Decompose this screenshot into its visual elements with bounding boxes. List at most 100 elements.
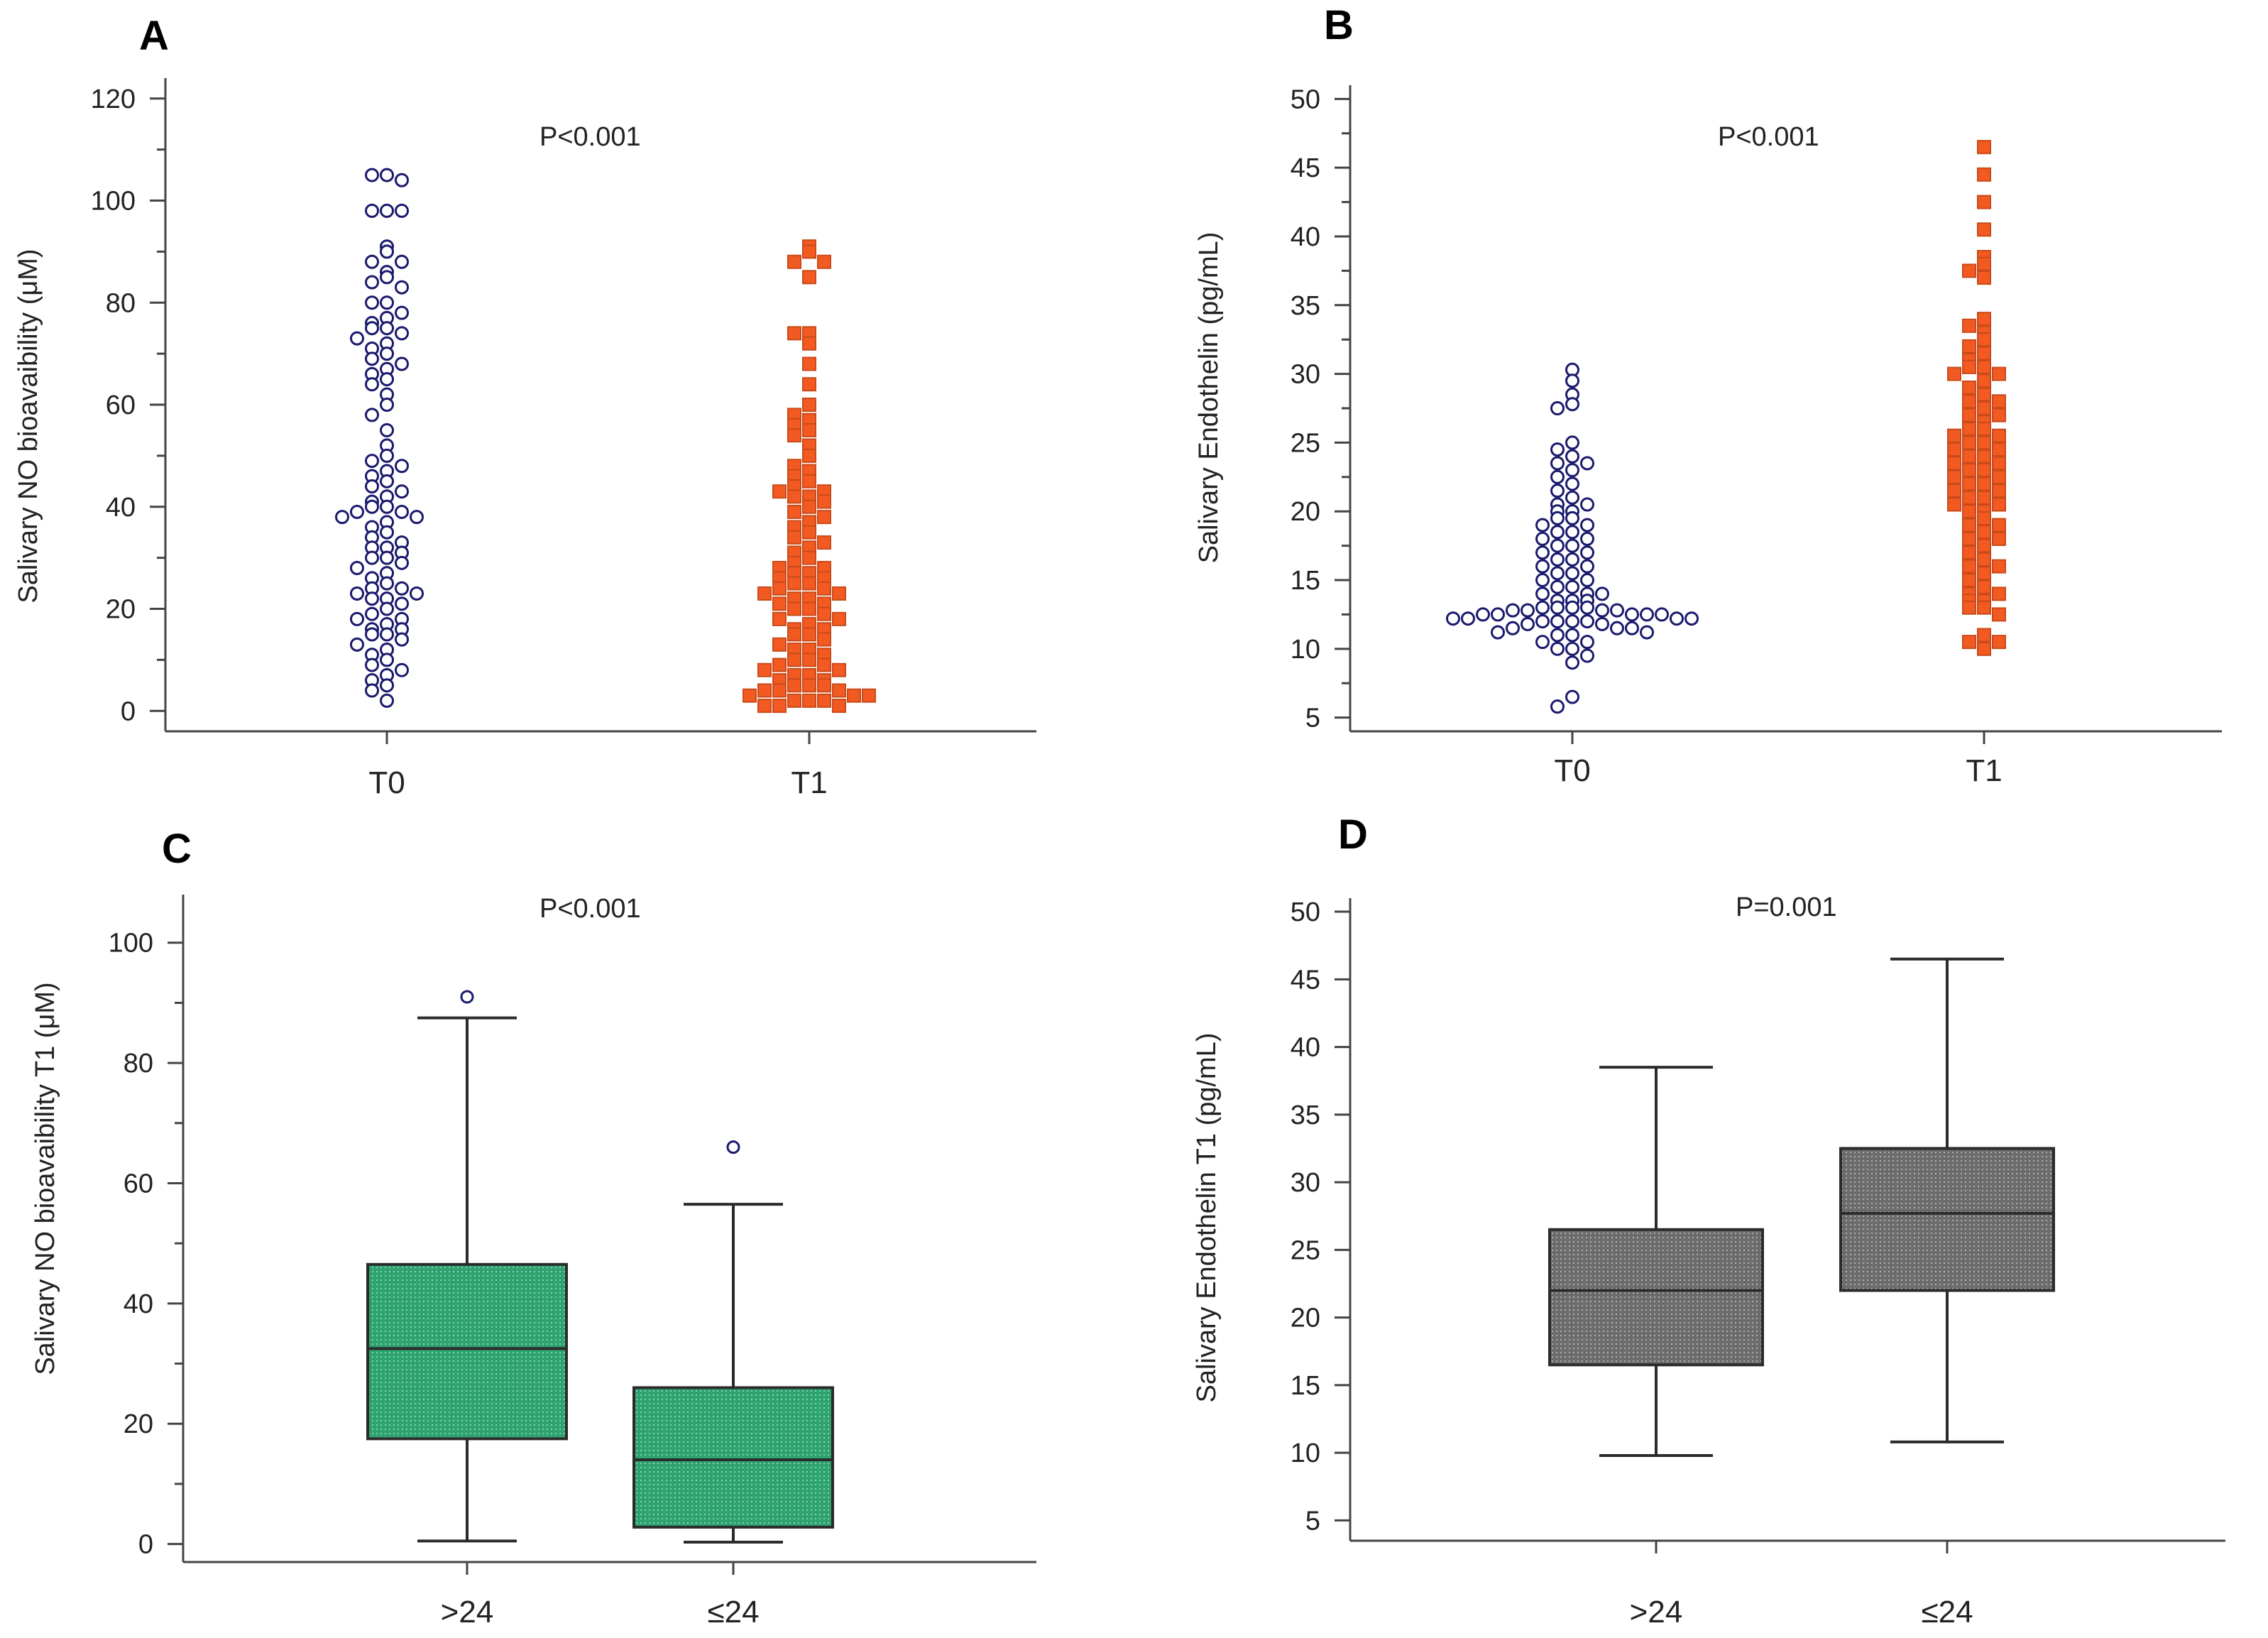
point-B-T1	[1992, 531, 2006, 546]
point-A-T1	[772, 699, 787, 714]
panel-label-d: D	[1338, 812, 1368, 858]
x-tick-label-D: >24	[1630, 1595, 1683, 1629]
marks-a	[335, 168, 876, 714]
point-A-T0	[365, 479, 379, 493]
iqr-box	[366, 1262, 568, 1441]
point-A-T0	[365, 627, 379, 642]
point-B-T0	[1565, 525, 1579, 540]
point-B-T0	[1550, 469, 1565, 484]
point-A-T0	[380, 653, 394, 667]
point-B-T1	[1977, 401, 1991, 415]
point-B-T0	[1580, 545, 1594, 560]
point-A-T1	[817, 510, 831, 525]
point-B-T1	[1962, 559, 1976, 574]
x-tick-label-C: >24	[441, 1595, 494, 1629]
point-A-T0	[350, 637, 364, 652]
point-A-T0	[380, 203, 394, 218]
point-A-T0	[380, 601, 394, 616]
point-A-T0	[365, 203, 379, 218]
point-B-T0	[1550, 456, 1565, 471]
point-B-T0	[1550, 401, 1565, 415]
point-B-T0	[1625, 621, 1639, 635]
point-A-T1	[802, 525, 816, 540]
y-tick-label-D: 40	[1291, 1033, 1320, 1063]
point-B-T1	[1977, 167, 1991, 182]
point-B-T0	[1625, 607, 1639, 622]
point-B-T0	[1565, 435, 1579, 450]
point-A-T0	[365, 408, 379, 422]
point-B-T1	[1962, 359, 1976, 374]
panel-b: B P<0.001 Salivary Endothelin (pg/mL) 5 1…	[1194, 2, 2222, 788]
point-B-T1	[1977, 256, 1991, 271]
y-tick-label-B: 25	[1291, 428, 1320, 458]
point-A-T0	[365, 275, 379, 290]
panel-label-c: C	[162, 826, 192, 872]
point-B-T1	[1977, 359, 1991, 374]
point-B-T0	[1610, 603, 1624, 618]
iqr-box	[632, 1386, 834, 1529]
y-axis-title-c: Salivary NO bioavaibility T1 (μM)	[31, 982, 60, 1375]
point-B-T1	[1992, 497, 2006, 512]
point-A-T1	[802, 422, 816, 437]
point-A-T1	[787, 489, 801, 504]
point-B-T1	[1947, 442, 1961, 457]
point-B-T1	[1962, 504, 1976, 519]
axes-d: 5 10 15 20 25 30 35 40 45 50 >24 ≤24	[1291, 897, 2225, 1629]
point-A-T1	[757, 586, 772, 601]
point-B-T1	[1977, 628, 1991, 643]
point-A-T0	[380, 474, 394, 488]
point-A-T0	[350, 331, 364, 346]
point-B-T0	[1550, 699, 1565, 714]
y-tick-label-C: 100	[109, 929, 153, 959]
point-B-T1	[1962, 422, 1976, 437]
point-A-T0	[335, 510, 349, 525]
point-A-T1	[817, 678, 831, 693]
point-B-T0	[1535, 600, 1550, 615]
point-A-T1	[787, 693, 801, 708]
point-A-T1	[772, 581, 787, 596]
point-A-T1	[787, 678, 801, 693]
point-A-T1	[802, 693, 816, 708]
point-B-T1	[1947, 484, 1961, 498]
point-B-T0	[1550, 628, 1565, 643]
point-A-T0	[380, 448, 394, 463]
point-A-T1	[772, 596, 787, 611]
point-A-T1	[802, 550, 816, 565]
point-B-T1	[1977, 476, 1991, 491]
point-B-T1	[1962, 545, 1976, 560]
x-tick-label-B: T0	[1554, 753, 1590, 788]
point-B-T1	[1992, 607, 2006, 622]
panel-label-b: B	[1324, 2, 1354, 48]
p-value-d: P=0.001	[1736, 892, 1837, 922]
point-B-T1	[1947, 366, 1961, 381]
point-A-T0	[380, 627, 394, 642]
iqr-box	[1839, 1147, 2055, 1292]
point-B-T1	[1977, 641, 1991, 656]
point-A-T1	[817, 693, 831, 708]
y-tick-label-A: 40	[106, 493, 136, 523]
point-A-T0	[380, 295, 394, 310]
point-A-T1	[802, 474, 816, 488]
point-B-T1	[1977, 490, 1991, 505]
y-tick-label-B: 50	[1291, 84, 1320, 114]
point-A-T1	[817, 254, 831, 269]
x-tick-label-B: T1	[1966, 753, 2002, 788]
point-A-T1	[832, 662, 846, 677]
point-B-T0	[1506, 621, 1520, 635]
y-tick-label-D: 15	[1291, 1371, 1320, 1401]
point-B-T0	[1670, 611, 1684, 626]
point-B-T1	[1962, 600, 1976, 615]
point-B-T0	[1476, 607, 1490, 622]
point-B-T1	[1962, 490, 1976, 505]
point-B-T0	[1535, 545, 1550, 560]
y-tick-label-A: 80	[106, 288, 136, 318]
point-B-T1	[1962, 263, 1976, 278]
point-A-T1	[802, 576, 816, 591]
panel-d: D P=0.001 Salivary Endothelin T1 (pg/mL)…	[1192, 812, 2225, 1629]
point-A-T1	[802, 244, 816, 259]
point-A-T0	[380, 244, 394, 259]
point-B-T0	[1535, 518, 1550, 533]
point-B-T0	[1550, 641, 1565, 656]
x-tick-label-A: T1	[791, 765, 827, 800]
point-B-T1	[1962, 394, 1976, 409]
